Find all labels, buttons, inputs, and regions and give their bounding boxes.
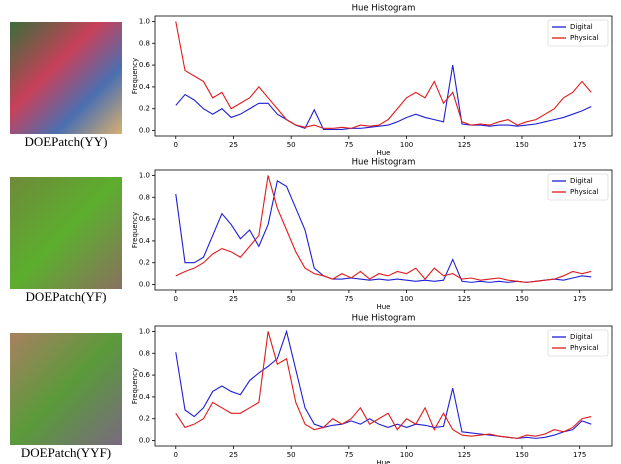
y-tick-label: 0.8 bbox=[139, 39, 150, 47]
y-tick-label: 1.0 bbox=[139, 171, 150, 179]
y-tick-label: 0.2 bbox=[139, 105, 150, 113]
x-tick-label: 75 bbox=[344, 451, 353, 459]
x-tick-label: 175 bbox=[573, 451, 586, 459]
patch-image bbox=[10, 333, 122, 445]
plot-frame bbox=[154, 15, 613, 137]
x-tick-label: 175 bbox=[573, 141, 586, 149]
y-tick-label: 1.0 bbox=[139, 327, 150, 335]
x-tick-label: 125 bbox=[458, 295, 471, 303]
chart-title: Hue Histogram bbox=[352, 158, 416, 168]
data-line bbox=[175, 175, 592, 283]
patch-image bbox=[10, 177, 122, 289]
y-tick-label: 0.6 bbox=[139, 215, 151, 223]
plot-frame bbox=[154, 325, 613, 447]
y-tick-label: 0.4 bbox=[139, 237, 151, 245]
legend-label: Physical bbox=[570, 188, 599, 196]
chart-title: Hue Histogram bbox=[352, 314, 416, 324]
legend-label: Digital bbox=[570, 333, 593, 341]
x-tick-label: 75 bbox=[344, 295, 353, 303]
y-tick-label: 0.4 bbox=[139, 393, 151, 401]
image-caption: DOEPatch(YY) bbox=[24, 134, 107, 149]
y-tick-label: 0.6 bbox=[139, 371, 151, 379]
x-tick-label: 100 bbox=[400, 295, 413, 303]
y-tick-label: 0.4 bbox=[139, 83, 151, 91]
y-tick-label: 0.8 bbox=[139, 349, 150, 357]
y-tick-label: 1.0 bbox=[139, 17, 150, 25]
x-tick-label: 0 bbox=[174, 451, 178, 459]
x-tick-label: 100 bbox=[400, 141, 413, 149]
legend-label: Physical bbox=[570, 34, 599, 42]
data-line bbox=[175, 331, 592, 439]
x-tick-label: 150 bbox=[515, 451, 528, 459]
legend-label: Digital bbox=[570, 23, 593, 31]
data-line bbox=[175, 65, 592, 130]
x-tick-label: 50 bbox=[287, 451, 296, 459]
x-tick-label: 125 bbox=[458, 141, 471, 149]
y-axis-label: Frequency bbox=[131, 212, 139, 248]
x-axis-label: Hue bbox=[376, 459, 390, 464]
x-axis-label: Hue bbox=[376, 149, 390, 157]
x-tick-label: 175 bbox=[573, 295, 586, 303]
data-line bbox=[175, 180, 592, 283]
x-tick-label: 150 bbox=[515, 141, 528, 149]
x-tick-label: 75 bbox=[344, 141, 353, 149]
x-tick-label: 25 bbox=[229, 295, 238, 303]
x-tick-label: 125 bbox=[458, 451, 471, 459]
y-axis-label: Frequency bbox=[131, 368, 139, 404]
y-tick-label: 0.2 bbox=[139, 415, 150, 423]
legend-label: Digital bbox=[570, 177, 593, 185]
x-tick-label: 25 bbox=[229, 141, 238, 149]
y-tick-label: 0.6 bbox=[139, 61, 151, 69]
x-tick-label: 0 bbox=[174, 141, 178, 149]
y-tick-label: 0.0 bbox=[139, 281, 150, 289]
chart-title: Hue Histogram bbox=[352, 4, 416, 14]
y-tick-label: 0.8 bbox=[139, 193, 150, 201]
data-line bbox=[175, 21, 592, 129]
image-caption: DOEPatch(YYF) bbox=[21, 445, 111, 460]
x-axis-label: Hue bbox=[376, 303, 390, 311]
plot-frame bbox=[154, 169, 613, 291]
data-line bbox=[175, 329, 592, 439]
x-tick-label: 0 bbox=[174, 295, 178, 303]
x-tick-label: 150 bbox=[515, 295, 528, 303]
x-tick-label: 50 bbox=[287, 295, 296, 303]
y-tick-label: 0.0 bbox=[139, 127, 150, 135]
y-tick-label: 0.0 bbox=[139, 437, 150, 445]
x-tick-label: 25 bbox=[229, 451, 238, 459]
legend-label: Physical bbox=[570, 344, 599, 352]
x-tick-label: 50 bbox=[287, 141, 296, 149]
y-axis-label: Frequency bbox=[131, 58, 139, 94]
image-caption: DOEPatch(YF) bbox=[26, 289, 107, 304]
y-tick-label: 0.2 bbox=[139, 259, 150, 267]
patch-image bbox=[10, 22, 122, 134]
x-tick-label: 100 bbox=[400, 451, 413, 459]
